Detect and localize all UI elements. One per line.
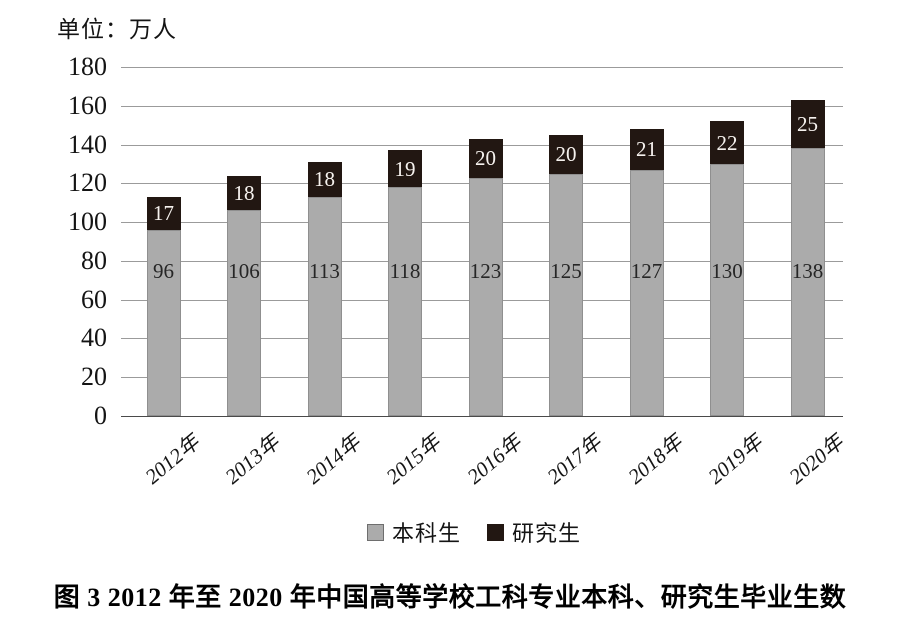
y-axis-tick-label: 160 bbox=[68, 90, 107, 120]
bar-segment-undergrad bbox=[146, 229, 181, 416]
undergrad-value-label: 130 bbox=[711, 259, 743, 283]
bar-segment-grad bbox=[227, 175, 261, 211]
bar-segment-grad bbox=[146, 196, 181, 230]
legend-item: 研究生 bbox=[487, 516, 581, 548]
legend-label: 研究生 bbox=[512, 521, 582, 546]
bar-segment-grad bbox=[388, 150, 422, 188]
grad-value-label: 19 bbox=[394, 156, 416, 181]
y-axis-tick-label: 100 bbox=[68, 207, 107, 237]
y-axis-unit-label: 单位：万人 bbox=[57, 17, 177, 42]
figure-caption: 图 3 2012 年至 2020 年中国高等学校工科专业本科、研究生毕业生数 bbox=[53, 583, 847, 612]
legend-label: 本科生 bbox=[392, 521, 462, 546]
legend-item: 本科生 bbox=[367, 516, 461, 548]
bar-segment-undergrad bbox=[307, 196, 342, 416]
legend-swatch-undergrad bbox=[367, 523, 384, 541]
gridline bbox=[121, 67, 843, 68]
y-axis-tick-label: 140 bbox=[68, 129, 107, 159]
bar-segment-undergrad bbox=[629, 169, 664, 416]
undergrad-value-label: 106 bbox=[228, 259, 260, 283]
bar-segment-undergrad bbox=[710, 163, 744, 416]
y-axis-tick-label: 180 bbox=[68, 52, 107, 81]
bar-segment-undergrad bbox=[388, 187, 422, 416]
grad-value-label: 22 bbox=[716, 130, 738, 155]
undergrad-value-label: 125 bbox=[550, 259, 582, 283]
y-axis-tick-label: 80 bbox=[81, 245, 107, 275]
undergrad-value-label: 96 bbox=[153, 259, 174, 283]
bar-segment-undergrad bbox=[468, 177, 503, 416]
grad-value-label: 18 bbox=[314, 167, 335, 192]
stacked-bar-chart: 0 20 40 60 80 100 120 140 160 180 96 17 2012年 106 18 20… bbox=[68, 52, 848, 489]
x-axis-line bbox=[121, 416, 843, 417]
bar-segment-grad bbox=[710, 121, 744, 164]
gridline bbox=[121, 105, 843, 107]
undergrad-value-label: 118 bbox=[389, 259, 421, 283]
bar-segment-grad bbox=[468, 138, 503, 178]
y-axis-tick-label: 40 bbox=[81, 323, 107, 353]
bar-segment-undergrad bbox=[227, 210, 261, 416]
grad-value-label: 18 bbox=[233, 181, 255, 206]
undergrad-value-label: 127 bbox=[630, 259, 663, 283]
bar-segment-undergrad bbox=[790, 148, 825, 416]
legend-swatch-grad bbox=[487, 523, 505, 541]
undergrad-value-label: 138 bbox=[791, 259, 824, 283]
grad-value-label: 21 bbox=[636, 137, 657, 162]
bar-segment-grad bbox=[629, 129, 664, 170]
grad-value-label: 25 bbox=[797, 112, 818, 137]
y-axis-tick-label: 20 bbox=[81, 362, 107, 392]
bar-segment-undergrad bbox=[549, 173, 583, 416]
bar-segment-grad bbox=[549, 134, 583, 174]
y-axis-tick-label: 60 bbox=[81, 284, 107, 314]
grad-value-label: 20 bbox=[555, 142, 577, 167]
bar-segment-grad bbox=[307, 162, 342, 197]
grad-value-label: 20 bbox=[475, 146, 496, 171]
undergrad-value-label: 123 bbox=[469, 259, 502, 283]
chart-legend: 本科生 研究生 bbox=[367, 516, 581, 548]
y-axis-tick-label: 120 bbox=[68, 168, 107, 198]
undergrad-value-label: 113 bbox=[309, 259, 340, 283]
grad-value-label: 17 bbox=[153, 201, 174, 226]
bar-segment-grad bbox=[790, 99, 825, 149]
y-axis-tick-label: 0 bbox=[94, 401, 107, 430]
